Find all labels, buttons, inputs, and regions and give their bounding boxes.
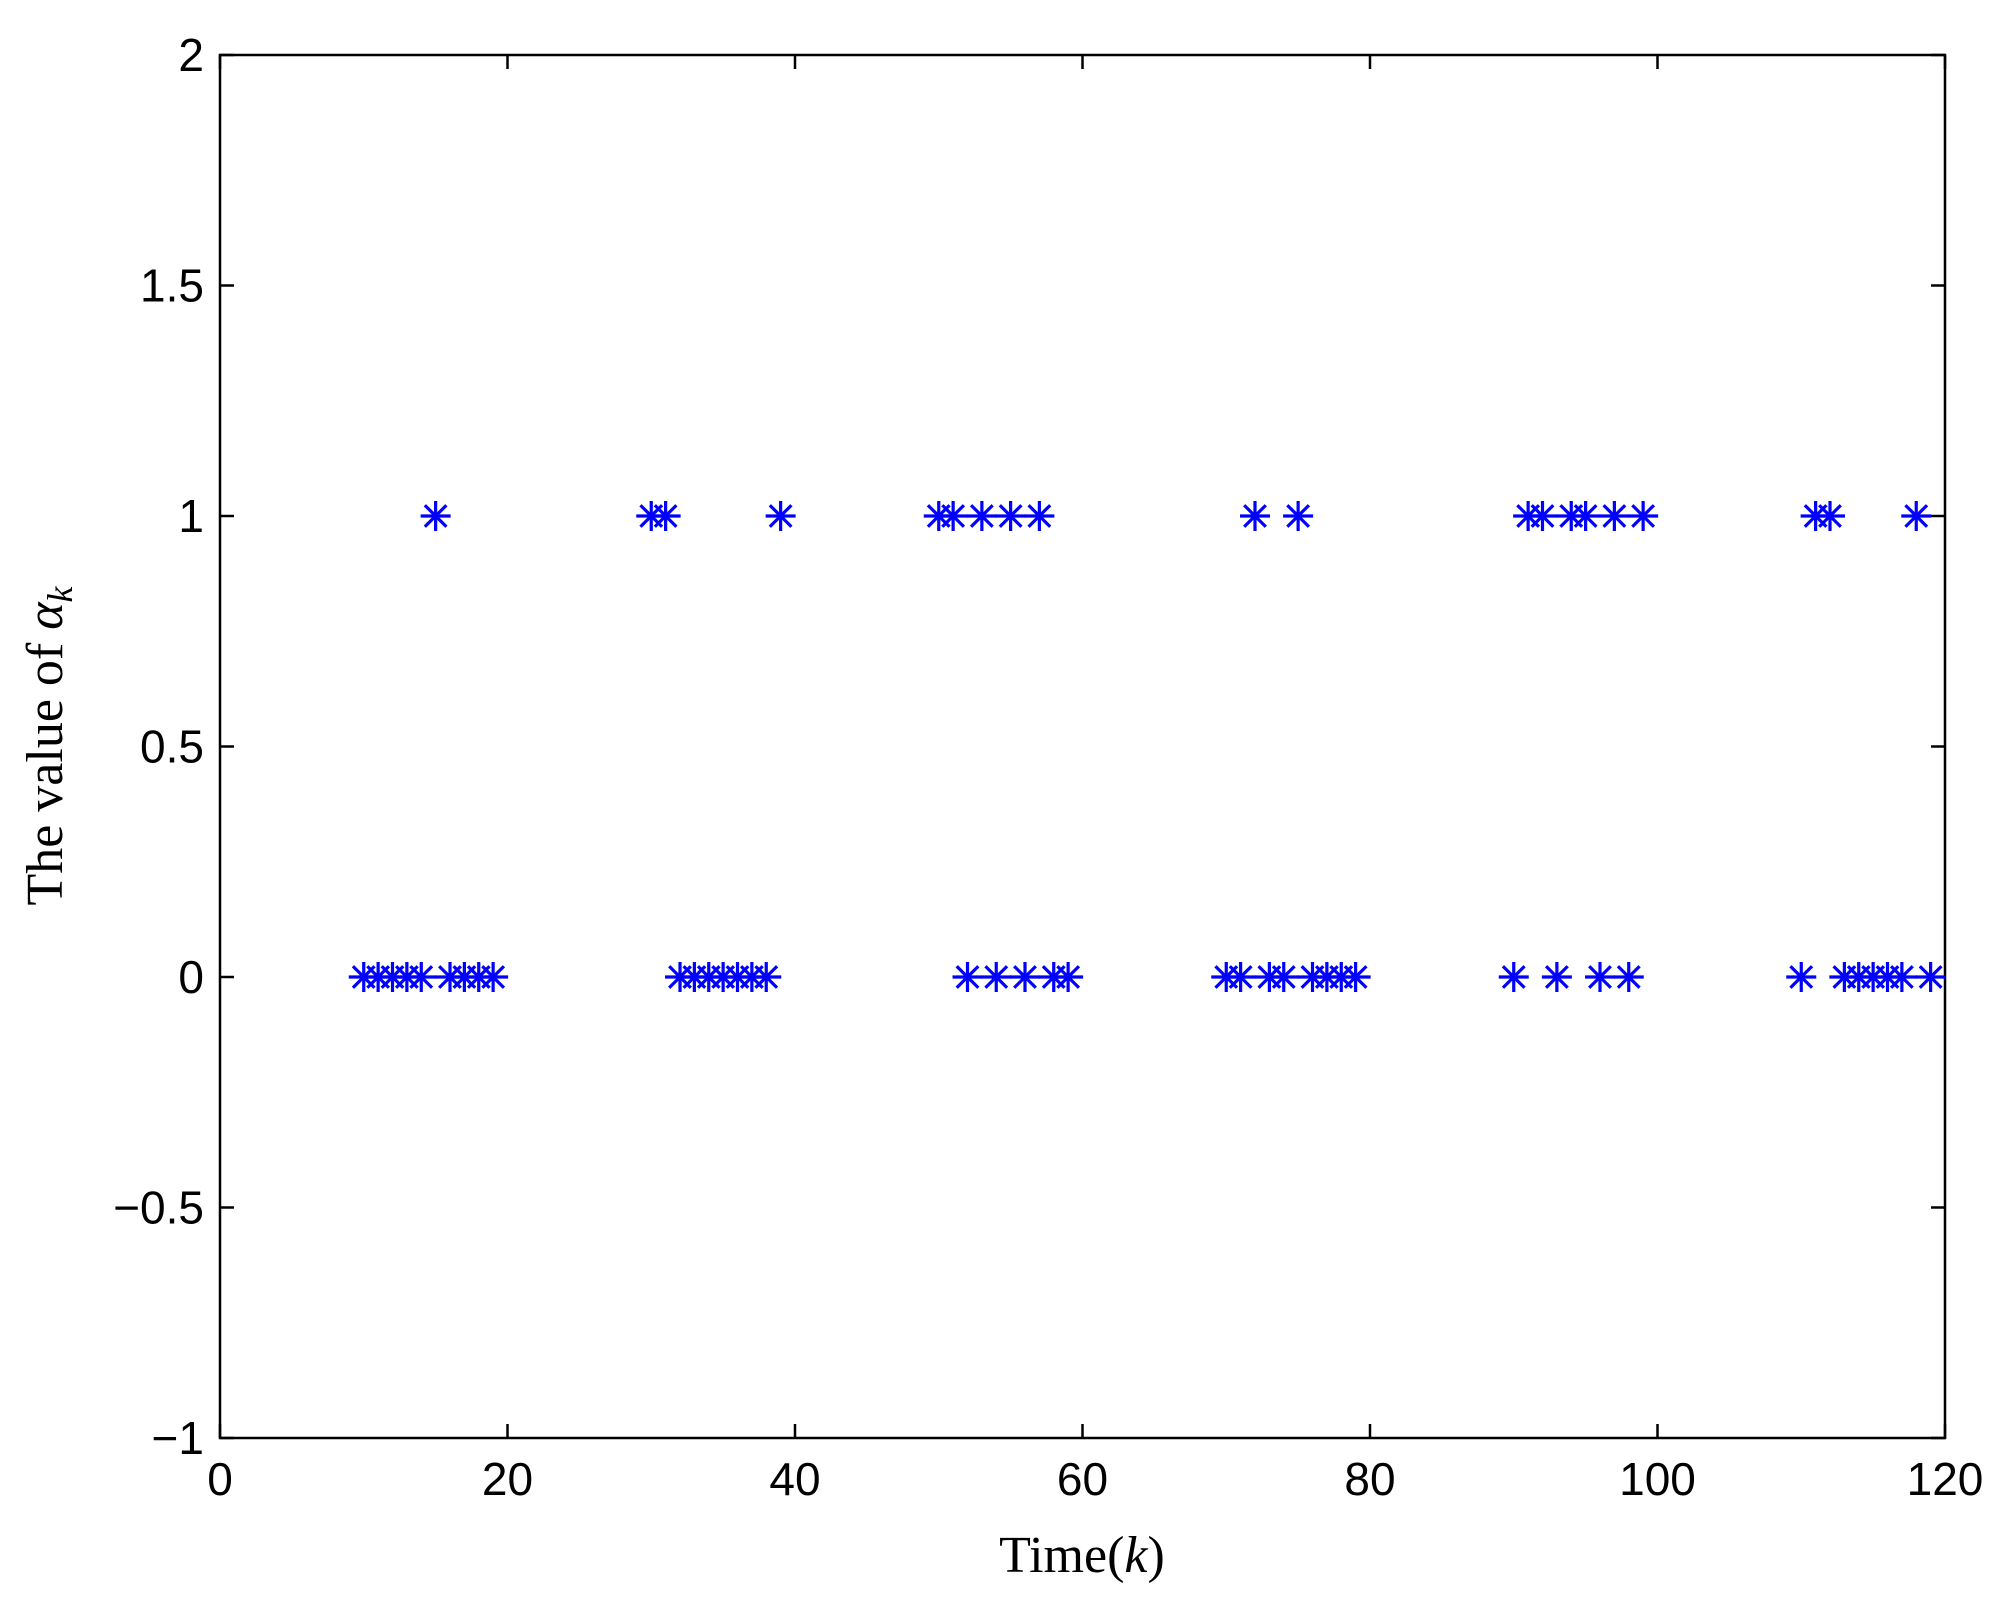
data-point [478, 962, 509, 992]
y-tick-label: 0.5 [140, 721, 204, 773]
y-tick-label: −0.5 [113, 1182, 204, 1234]
data-point [1541, 962, 1572, 992]
x-axis-label: Time(k) [999, 1527, 1165, 1584]
data-point [1268, 962, 1299, 992]
data-point [1786, 962, 1817, 992]
x-tick-label: 100 [1619, 1453, 1696, 1505]
data-point [406, 962, 437, 992]
data-point [1225, 962, 1256, 992]
data-point [1901, 501, 1932, 531]
y-axis-label: The value of αk [17, 585, 80, 905]
data-point [765, 501, 796, 531]
y-tick-label: 1.5 [140, 260, 204, 312]
x-tick-label: 40 [769, 1453, 820, 1505]
data-point [650, 501, 681, 531]
x-tick-label: 20 [482, 1453, 533, 1505]
y-tick-label: 1 [178, 490, 204, 542]
data-point [1915, 962, 1946, 992]
data-point [1053, 962, 1084, 992]
data-point [1010, 962, 1040, 992]
data-point [420, 501, 451, 531]
data-point [751, 962, 782, 992]
data-point [995, 501, 1026, 531]
axis-ticks [218, 53, 1947, 1440]
data-point [938, 501, 969, 531]
tick-labels: 0 20 40 60 80 100 120 −1 −0.5 0 0.5 1 1.5 2 [113, 29, 1983, 1505]
data-point [1340, 962, 1371, 992]
data-markers [348, 501, 1946, 992]
data-point [1527, 501, 1558, 531]
x-tick-label: 80 [1344, 1453, 1395, 1505]
data-point [1240, 501, 1270, 531]
data-point [1283, 501, 1314, 531]
plot-frame [218, 53, 1947, 1440]
data-point [981, 962, 1012, 992]
data-point [1498, 962, 1529, 992]
x-tick-label: 120 [1907, 1453, 1984, 1505]
y-tick-label: −1 [152, 1412, 204, 1464]
x-tick-label: 0 [207, 1453, 233, 1505]
x-tick-label: 60 [1057, 1453, 1108, 1505]
data-point [1599, 501, 1630, 531]
data-point [1628, 501, 1659, 531]
y-tick-label: 2 [178, 29, 204, 81]
data-point [1585, 962, 1615, 992]
data-point [1570, 501, 1601, 531]
data-point [1886, 962, 1917, 992]
data-point [1815, 501, 1845, 531]
y-tick-label: 0 [178, 951, 204, 1003]
data-point [1024, 501, 1055, 531]
data-point [966, 501, 997, 531]
data-point [952, 962, 983, 992]
data-point [1613, 962, 1644, 992]
